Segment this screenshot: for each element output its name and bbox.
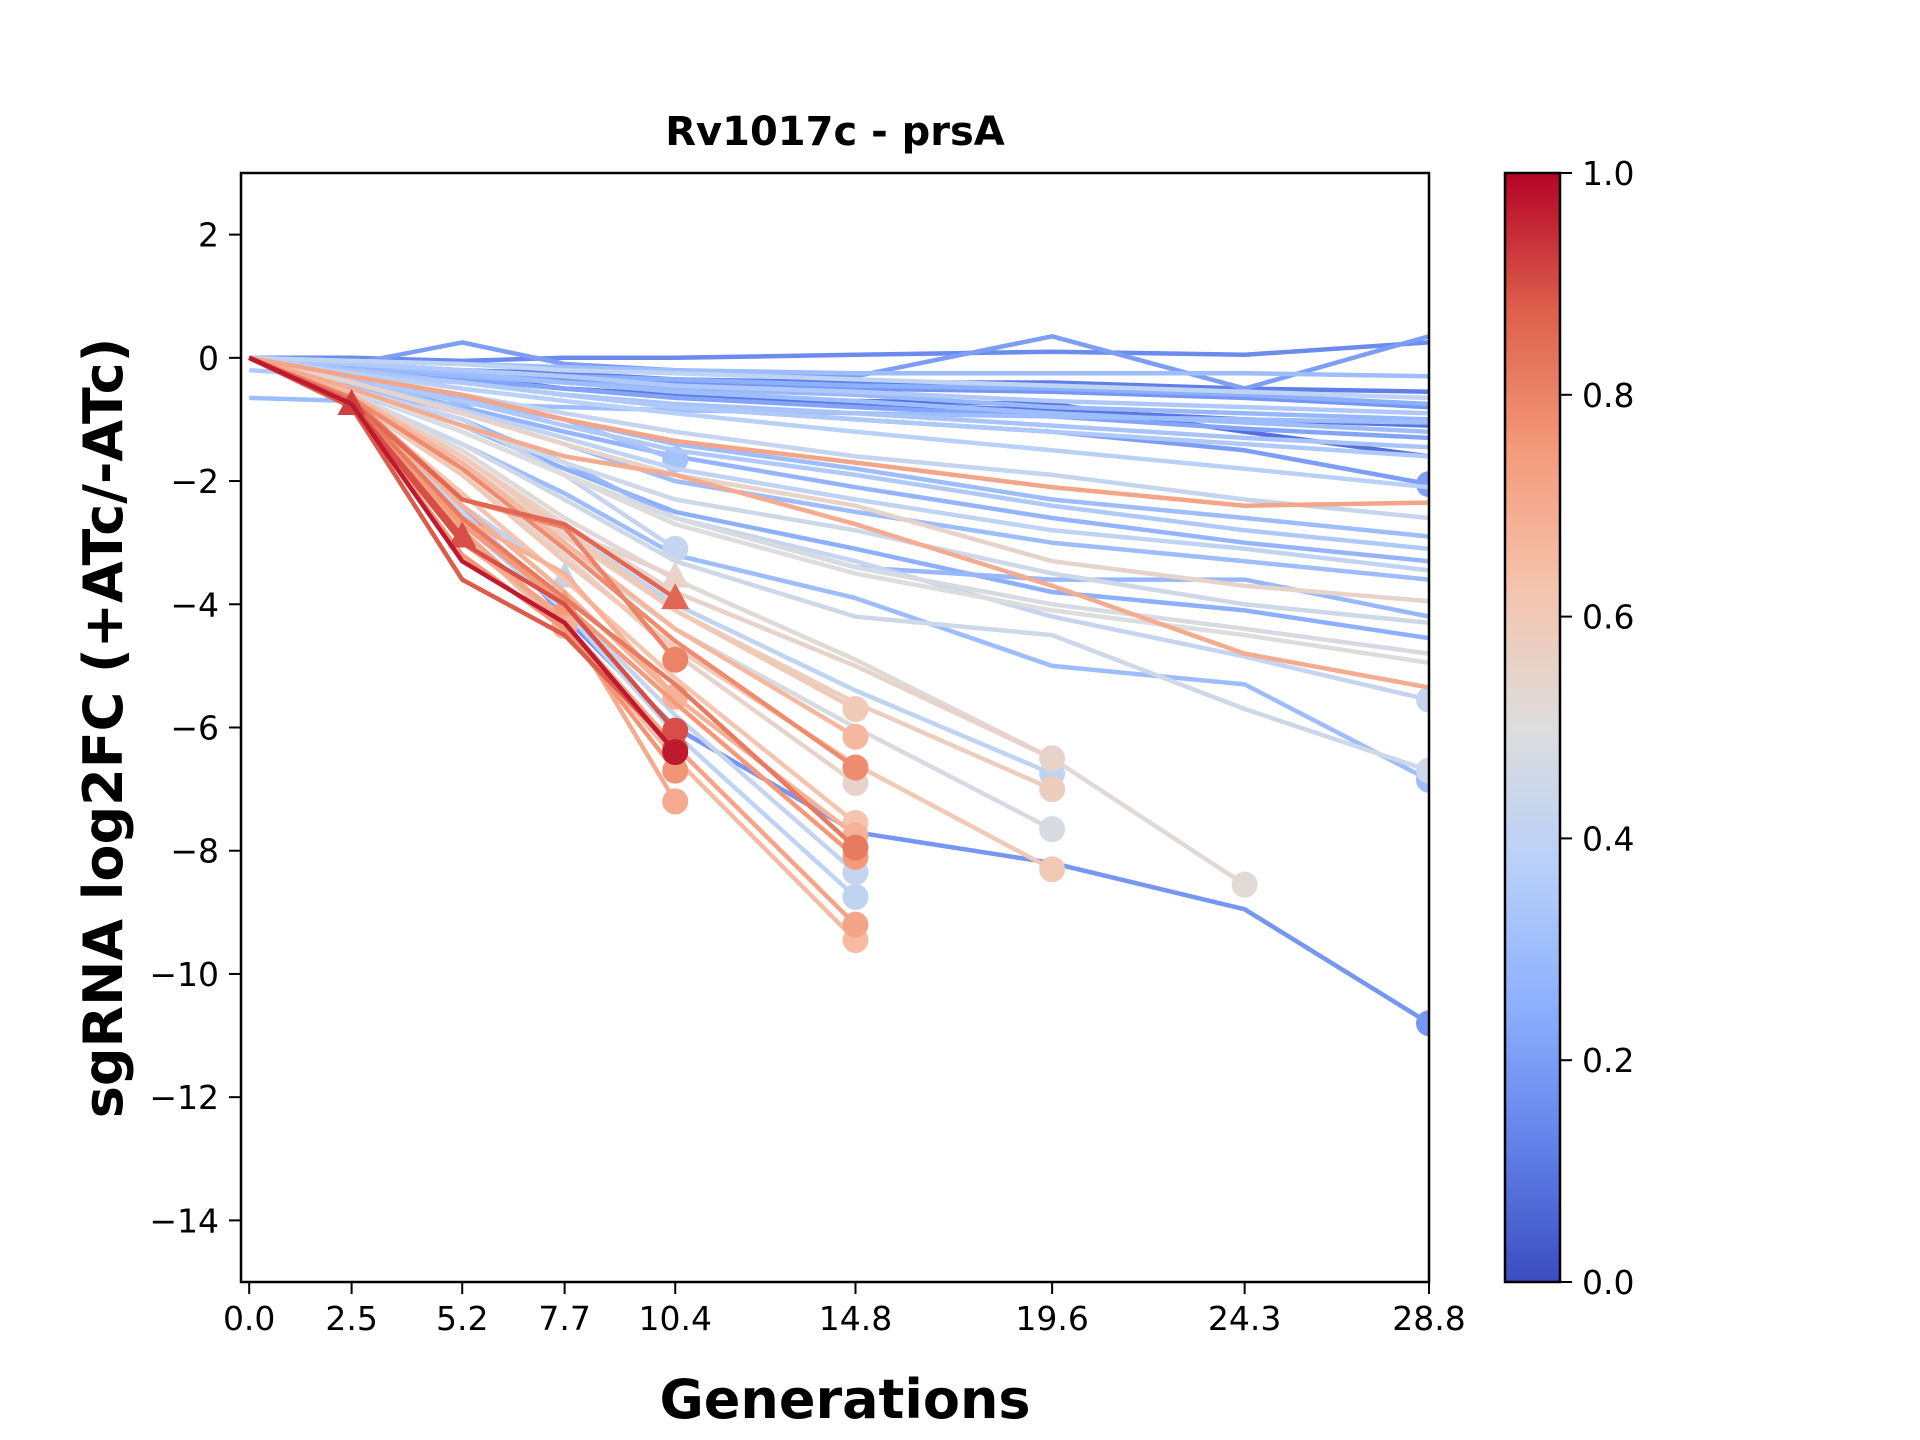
series-41 [248,355,869,750]
colorbar-axis: 0.0 0.2 0.4 0.6 0.8 1.0 [1560,154,1634,1302]
x-tick-label: 5.2 [436,1299,488,1338]
series-line [248,355,1429,450]
x-tick-label: 14.8 [819,1299,892,1338]
series-end-marker [661,583,690,610]
series-line [248,355,857,739]
series-end-marker [662,788,689,815]
y-tick-label: −4 [170,585,219,624]
series-end-marker [662,739,689,766]
y-tick-label: −12 [149,1078,219,1117]
series-end-marker [842,696,869,723]
series-19 [248,355,1429,552]
series-layer [248,334,1429,1037]
series-end-marker [662,757,689,784]
series-end-marker [842,883,869,910]
colorbar-tick-label: 1.0 [1582,154,1634,193]
series-end-marker [1416,1010,1429,1037]
series-line [248,355,1429,490]
x-tick-label: 2.5 [325,1299,377,1338]
series-line [248,355,1429,690]
series-line [248,355,1429,508]
y-tick-label: 2 [198,216,219,255]
series-7 [249,355,1429,416]
series-8 [248,355,1429,422]
series-end-marker [662,717,689,744]
chart-title: Rv1017c - prsA [665,109,1005,155]
series-16 [248,355,1429,508]
x-tick-label: 10.4 [638,1299,711,1338]
x-tick-label: 24.3 [1208,1299,1281,1338]
series-line [248,355,1429,422]
series-end-marker [842,723,869,750]
series-line [249,355,1429,401]
x-axis: 0.0 2.5 5.2 7.7 10.4 14.8 19.6 24.3 28.8 [223,1282,1466,1338]
x-tick-label: 28.8 [1392,1299,1465,1338]
colorbar [1503,171,1562,1284]
series-end-marker [661,561,690,588]
y-tick-label: −2 [170,462,219,501]
series-end-marker [842,754,869,781]
series-end-marker [1416,686,1429,713]
series-15 [248,355,1429,490]
series-13 [248,355,1429,450]
x-tick-label: 0.0 [223,1299,275,1338]
series-end-marker [1039,816,1066,843]
series-line [249,355,1429,416]
series-end-marker [842,911,869,938]
x-axis-label: Generations [659,1368,1030,1431]
series-end-marker [842,834,869,861]
series-4 [249,355,1429,401]
x-tick-label: 19.6 [1015,1299,1088,1338]
series-29 [248,355,1429,690]
y-tick-label: 0 [198,339,219,378]
y-axis-label: sgRNA log2FC (+ATc/-ATc) [72,338,135,1119]
y-tick-label: −6 [170,709,219,748]
series-line [248,355,677,754]
series-end-marker [1416,757,1429,784]
series-end-marker [662,646,689,673]
y-tick-label: −8 [170,832,219,871]
colorbar-tick-label: 0.6 [1582,598,1634,637]
series-end-marker [1039,745,1066,772]
series-57 [248,355,689,766]
colorbar-tick-label: 0.0 [1582,1263,1634,1302]
colorbar-tick-label: 0.4 [1582,819,1634,858]
y-axis: 2 0 −2 −4 −6 −8 −10 −12 −14 [149,216,241,1240]
series-end-marker [1231,871,1258,898]
plot-frame [239,171,1431,1284]
series-end-marker [1039,776,1066,803]
colorbar-tick-label: 0.8 [1582,376,1634,415]
series-end-marker [448,521,477,548]
y-tick-label: −14 [149,1201,219,1240]
series-line [248,355,1429,552]
series-end-marker [1039,856,1066,883]
series-end-marker [1416,471,1429,498]
colorbar-tick-label: 0.2 [1582,1041,1634,1080]
x-tick-label: 7.7 [538,1299,590,1338]
y-tick-label: −10 [149,955,219,994]
